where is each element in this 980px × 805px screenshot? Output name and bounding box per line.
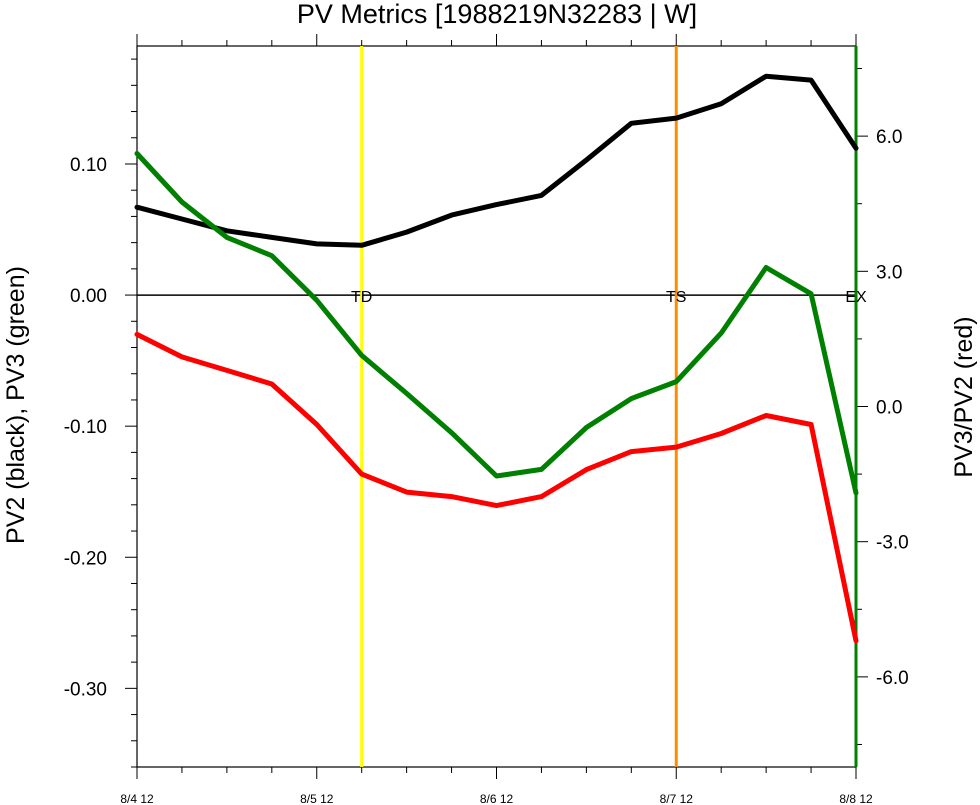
stage-label-td: TD xyxy=(351,289,372,306)
chart-title: PV Metrics [1988219N32283 | W] xyxy=(297,0,697,29)
y-tick-label-left: -0.30 xyxy=(64,679,107,700)
y-axis-label-left: PV2 (black), PV3 (green) xyxy=(2,266,30,544)
plot-frame xyxy=(136,45,857,768)
x-tick-label: 8/7 12 xyxy=(660,792,694,805)
y-tick-label-right: 6.0 xyxy=(876,127,902,148)
y-tick-label-left: -0.10 xyxy=(64,417,107,438)
series-line-pv3 xyxy=(134,151,859,496)
x-tick-label: 8/6 12 xyxy=(480,792,514,805)
stage-label-ts: TS xyxy=(666,289,686,306)
x-tick-label: 8/8 12 xyxy=(839,792,873,805)
series-line-pv2 xyxy=(134,73,859,248)
series-line-ratio xyxy=(134,331,859,644)
y-axis-label-right: PV3/PV2 (red) xyxy=(950,316,978,477)
y-tick-label-right: -6.0 xyxy=(876,668,909,689)
y-tick-label-left: 0.00 xyxy=(70,286,107,307)
x-tick-label: 8/4 12 xyxy=(120,792,154,805)
stage-label-ex: EX xyxy=(845,289,867,306)
y-tick-label-right: 3.0 xyxy=(876,262,902,283)
y-tick-label-right: -3.0 xyxy=(876,533,909,554)
y-tick-label-right: 0.0 xyxy=(876,398,902,419)
x-tick-label: 8/5 12 xyxy=(300,792,334,805)
y-tick-label-left: 0.10 xyxy=(70,155,107,176)
y-tick-label-left: -0.20 xyxy=(64,548,107,569)
plot-area: 8/4 12 8/5 12 8/6 12 8/7 12 8/8 12 0.10 0.00 -0… xyxy=(64,34,909,805)
